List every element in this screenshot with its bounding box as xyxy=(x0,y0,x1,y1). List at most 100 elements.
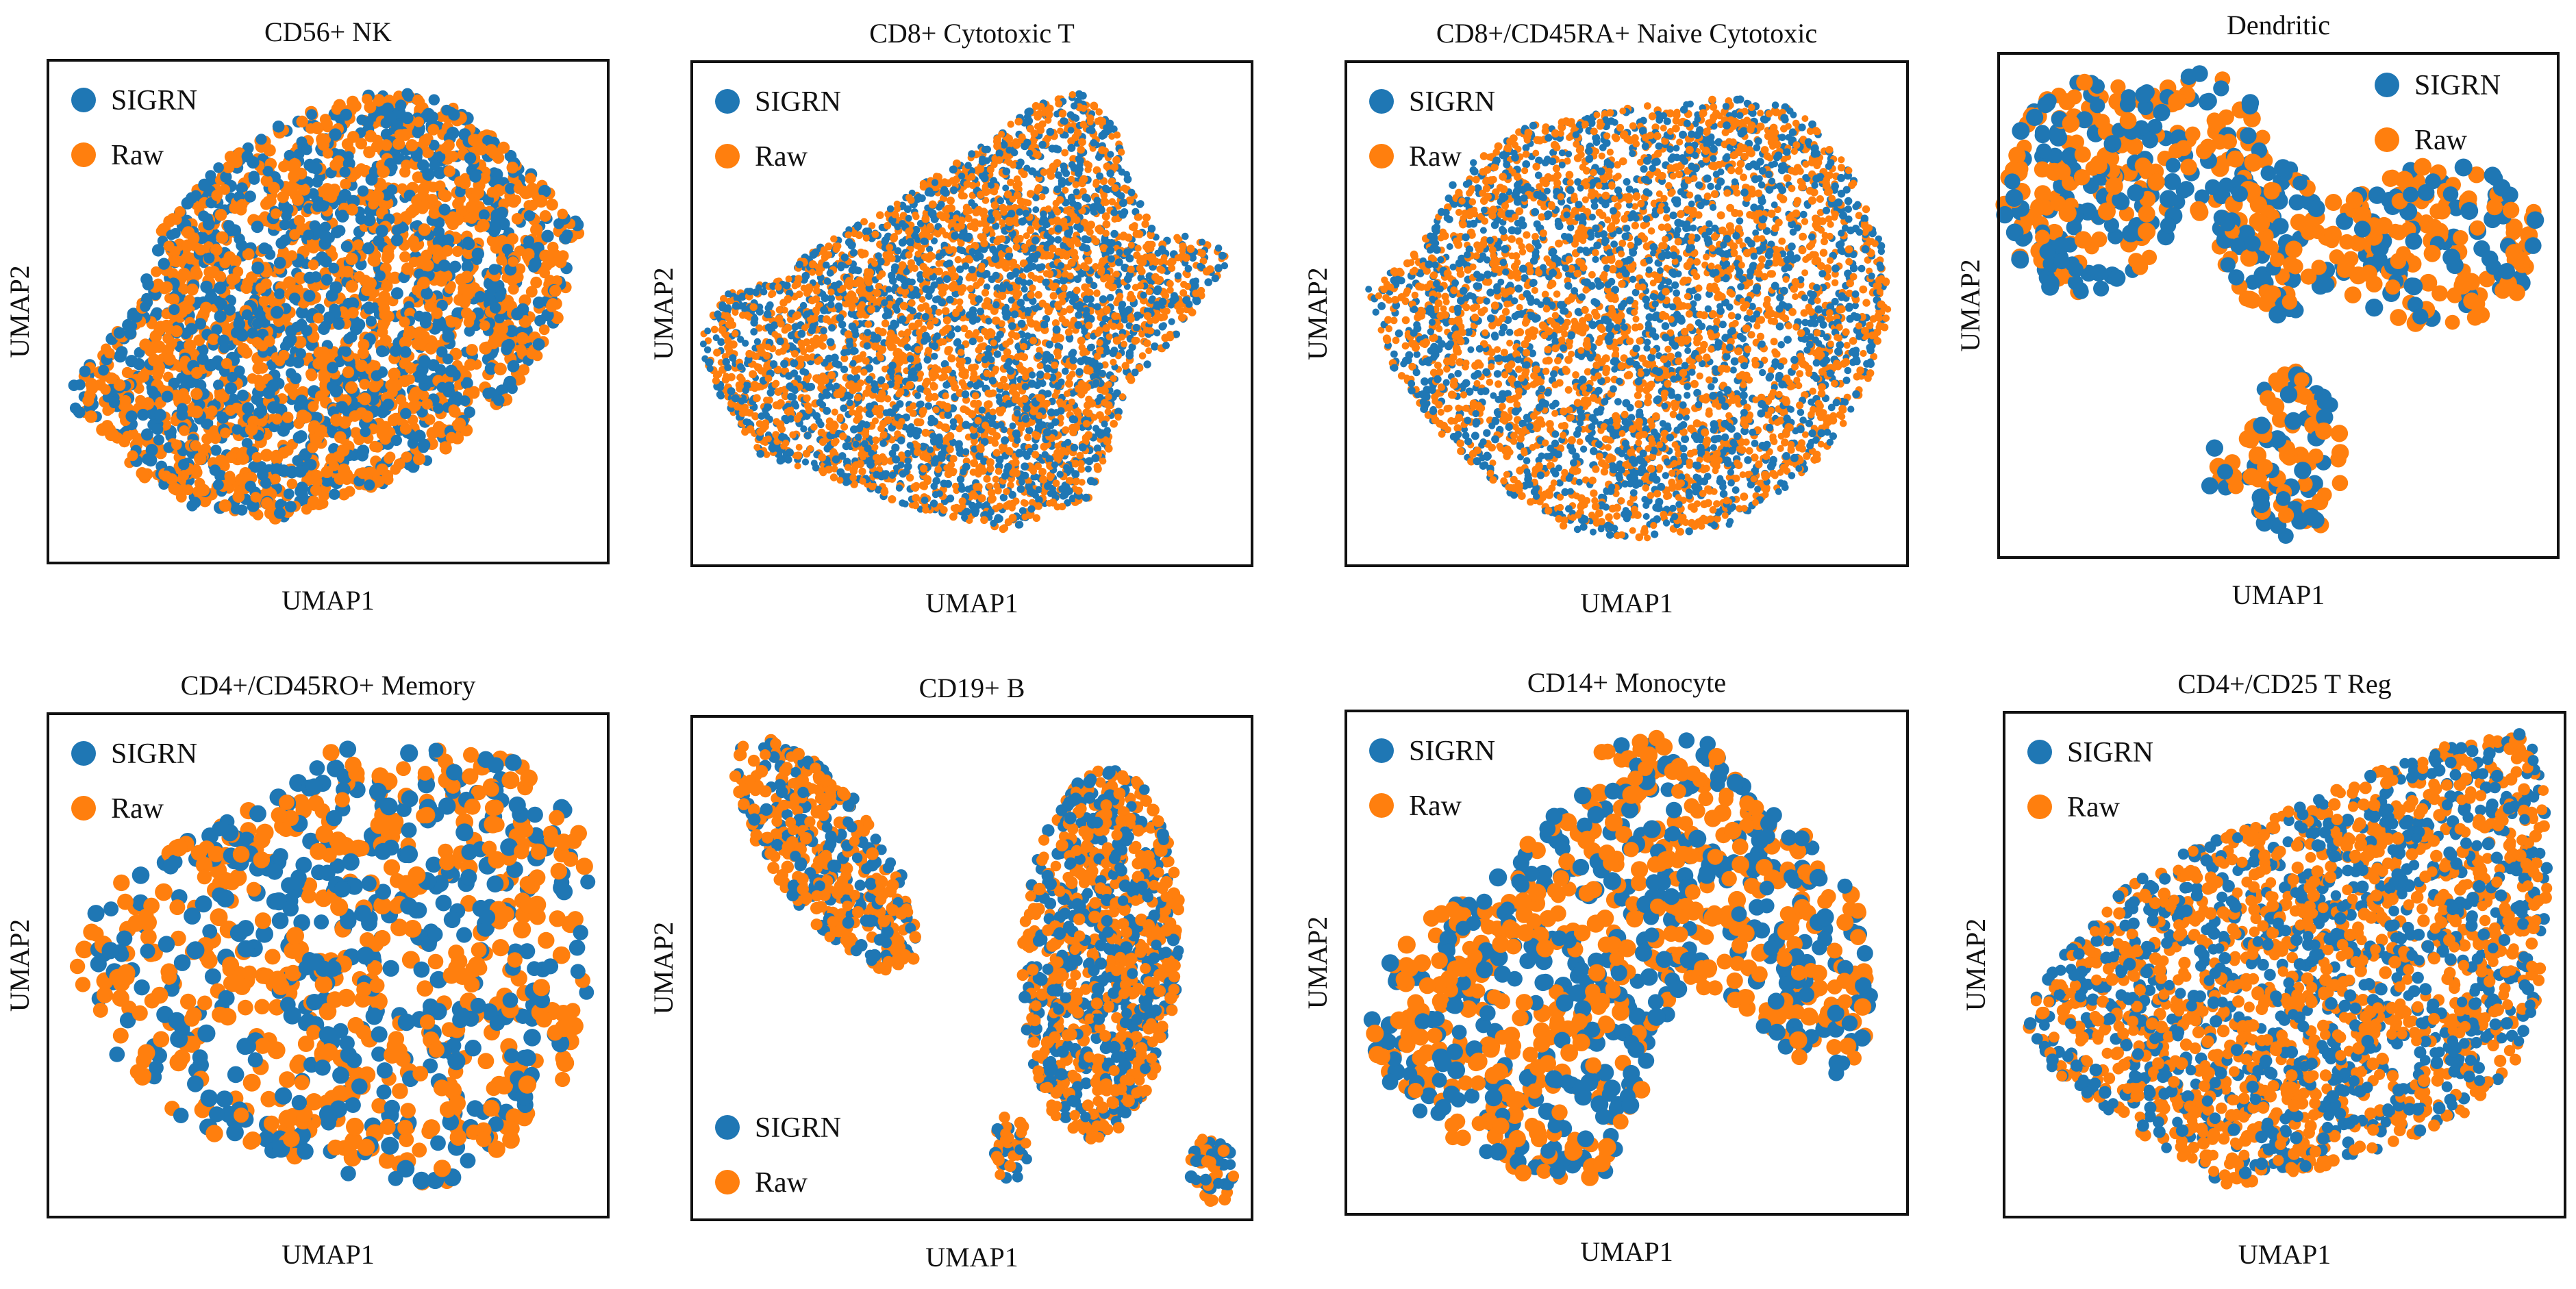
point-raw xyxy=(771,331,779,338)
point-raw xyxy=(970,459,979,468)
point-raw xyxy=(236,452,249,465)
point-sigrn xyxy=(1023,266,1031,273)
point-raw xyxy=(141,397,155,410)
point-raw xyxy=(404,374,415,385)
point-sigrn xyxy=(189,497,201,509)
point-sigrn xyxy=(801,458,810,466)
point-raw xyxy=(277,447,290,459)
point-raw xyxy=(1142,213,1151,222)
point-raw xyxy=(347,307,359,318)
point-raw xyxy=(408,235,419,247)
point-raw xyxy=(1077,336,1086,345)
point-sigrn xyxy=(529,258,542,271)
point-sigrn xyxy=(1024,108,1033,116)
point-raw xyxy=(911,264,918,273)
point-raw xyxy=(345,279,358,293)
point-raw xyxy=(167,268,179,279)
point-sigrn xyxy=(198,178,211,192)
point-sigrn xyxy=(532,338,545,351)
point-raw xyxy=(192,486,204,497)
point-sigrn xyxy=(285,501,297,513)
point-raw xyxy=(101,343,112,354)
point-sigrn xyxy=(327,362,339,374)
point-raw xyxy=(190,388,203,400)
point-raw xyxy=(412,171,424,184)
point-sigrn xyxy=(501,243,513,255)
point-raw xyxy=(113,379,126,391)
point-raw xyxy=(405,139,418,152)
legend-label: Raw xyxy=(111,140,164,171)
point-raw xyxy=(954,255,962,264)
point-raw xyxy=(127,450,138,462)
point-raw xyxy=(182,226,195,239)
point-sigrn xyxy=(742,340,749,347)
point-sigrn xyxy=(469,171,482,183)
point-raw xyxy=(291,193,304,206)
point-sigrn xyxy=(438,259,451,272)
point-raw xyxy=(307,442,318,453)
point-raw xyxy=(179,268,192,281)
point-raw xyxy=(223,251,236,264)
point-raw xyxy=(257,340,268,352)
point-sigrn xyxy=(247,156,260,169)
point-sigrn xyxy=(376,345,388,358)
point-raw xyxy=(101,423,114,436)
point-raw xyxy=(418,223,431,236)
point-sigrn xyxy=(1181,232,1189,240)
point-raw xyxy=(341,265,354,278)
point-raw xyxy=(506,162,518,174)
point-raw xyxy=(428,207,441,219)
point-sigrn xyxy=(1095,153,1103,161)
point-sigrn xyxy=(1204,278,1212,286)
point-raw xyxy=(516,332,529,345)
point-sigrn xyxy=(995,393,1003,401)
point-raw xyxy=(166,213,179,225)
point-raw xyxy=(424,414,436,425)
point-raw xyxy=(557,208,568,220)
point-sigrn xyxy=(1174,272,1182,280)
point-sigrn xyxy=(562,229,573,241)
point-sigrn xyxy=(427,111,438,123)
point-raw xyxy=(399,251,411,263)
point-raw xyxy=(190,265,201,277)
point-raw xyxy=(840,423,849,431)
point-raw xyxy=(260,175,273,187)
point-sigrn xyxy=(158,258,170,270)
point-raw xyxy=(86,382,99,395)
point-raw xyxy=(408,390,421,403)
point-sigrn xyxy=(272,121,285,133)
point-raw xyxy=(1058,315,1066,323)
point-raw xyxy=(530,223,543,236)
point-sigrn xyxy=(329,385,342,398)
point-raw xyxy=(411,195,422,207)
point-raw xyxy=(908,322,916,331)
point-sigrn xyxy=(357,445,370,458)
point-raw xyxy=(277,191,289,203)
point-sigrn xyxy=(151,307,163,319)
point-raw xyxy=(511,213,523,225)
point-sigrn xyxy=(142,278,154,291)
point-raw xyxy=(986,482,993,490)
point-raw xyxy=(513,183,525,195)
point-sigrn xyxy=(340,240,353,253)
point-raw xyxy=(236,199,248,211)
point-sigrn xyxy=(325,289,338,302)
point-sigrn xyxy=(849,241,856,249)
point-raw xyxy=(345,252,358,266)
point-raw xyxy=(486,186,498,198)
point-sigrn xyxy=(203,252,215,264)
point-raw xyxy=(171,439,182,451)
point-raw xyxy=(439,190,452,203)
point-sigrn xyxy=(137,408,149,421)
point-sigrn xyxy=(133,358,145,371)
point-raw xyxy=(917,371,925,378)
point-raw xyxy=(258,295,270,307)
point-sigrn xyxy=(301,325,313,337)
point-sigrn xyxy=(391,225,403,236)
point-sigrn xyxy=(116,346,128,358)
point-sigrn xyxy=(371,370,382,381)
point-sigrn xyxy=(474,290,486,303)
point-raw xyxy=(278,349,290,361)
